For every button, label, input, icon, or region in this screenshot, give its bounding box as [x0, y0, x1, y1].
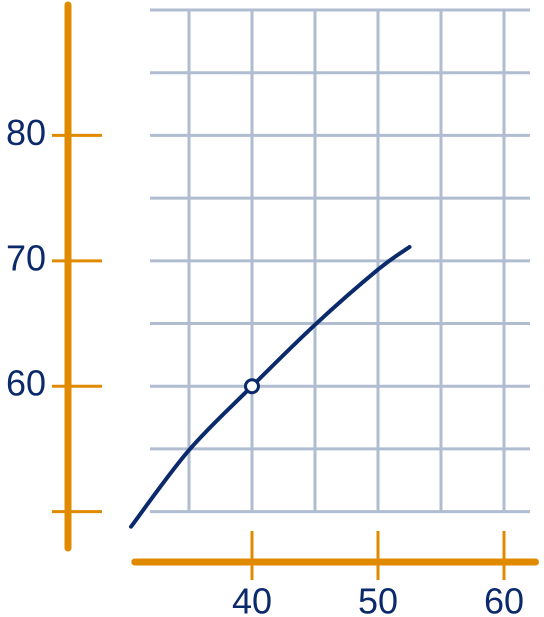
y-tick-label: 80 — [6, 112, 46, 153]
curve — [129, 245, 412, 529]
x-tick-label: 60 — [484, 581, 524, 617]
x-tick-label: 50 — [358, 581, 398, 617]
y-tick-label: 70 — [6, 237, 46, 278]
highlight-point — [243, 378, 260, 395]
y-tick-label: 60 — [6, 363, 46, 404]
x-tick-label: 40 — [232, 581, 272, 617]
